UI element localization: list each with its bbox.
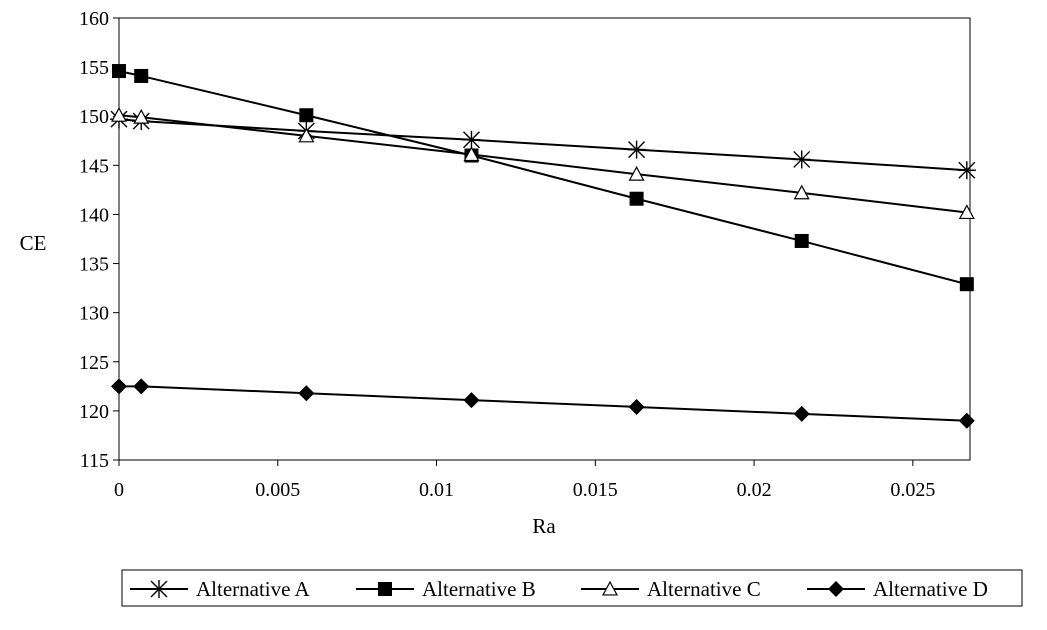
diamond-marker bbox=[111, 378, 127, 395]
diamond-marker bbox=[628, 398, 645, 415]
x-tick-label: 0.025 bbox=[890, 479, 935, 501]
y-tick-label: 130 bbox=[79, 303, 109, 325]
legend-item: Alternative D bbox=[807, 577, 988, 601]
legend: Alternative A Alternative B Alternative C A… bbox=[121, 569, 1023, 607]
square-marker bbox=[378, 582, 392, 596]
triangle-marker bbox=[463, 146, 480, 162]
y-tick-label: 135 bbox=[79, 254, 109, 276]
diamond-marker bbox=[463, 392, 480, 409]
x-tick-label: 0 bbox=[114, 479, 124, 501]
square-marker bbox=[794, 233, 809, 248]
triangle-marker bbox=[601, 580, 619, 596]
diamond-marker bbox=[828, 581, 844, 597]
legend-box bbox=[121, 569, 1023, 607]
series-alternative-c bbox=[110, 106, 975, 220]
legend-item: Alternative C bbox=[581, 577, 761, 601]
y-tick-label: 115 bbox=[80, 450, 109, 472]
square-marker bbox=[629, 191, 644, 206]
square-marker bbox=[134, 68, 149, 83]
asterisk-marker bbox=[792, 150, 811, 169]
diamond-marker bbox=[793, 405, 810, 422]
legend-label: Alternative A bbox=[196, 577, 311, 601]
triangle-marker bbox=[133, 108, 150, 124]
y-axis-label: CE bbox=[20, 231, 47, 255]
x-tick-label: 0.02 bbox=[737, 479, 772, 501]
triangle-marker bbox=[628, 165, 645, 181]
x-tick-label: 0.01 bbox=[419, 479, 454, 501]
triangle-marker bbox=[298, 127, 315, 143]
y-tick-label: 160 bbox=[79, 8, 109, 30]
x-tick-label: 0.015 bbox=[573, 479, 618, 501]
plot-frame bbox=[118, 17, 971, 461]
y-tick-label: 155 bbox=[79, 57, 109, 79]
asterisk-marker bbox=[957, 161, 976, 180]
square-marker bbox=[959, 277, 974, 292]
y-tick-label: 120 bbox=[79, 401, 109, 423]
asterisk-marker bbox=[462, 130, 481, 149]
x-axis: 0 0.005 0.01 0.015 0.02 0.025 bbox=[114, 460, 935, 501]
series-alternative-d bbox=[111, 378, 975, 429]
y-tick-label: 125 bbox=[79, 352, 109, 374]
legend-label: Alternative D bbox=[873, 577, 988, 601]
y-tick-label: 145 bbox=[79, 155, 109, 177]
legend-item: Alternative A bbox=[130, 577, 311, 601]
asterisk-marker bbox=[627, 140, 646, 159]
legend-item: Alternative B bbox=[356, 577, 536, 601]
triangle-marker bbox=[110, 106, 128, 122]
series-layer bbox=[110, 64, 976, 429]
asterisk-marker bbox=[150, 580, 168, 598]
diamond-marker bbox=[133, 378, 150, 395]
diamond-marker bbox=[298, 385, 315, 402]
triangle-marker bbox=[958, 204, 975, 220]
diamond-marker bbox=[958, 412, 975, 429]
square-marker bbox=[299, 108, 314, 123]
legend-label: Alternative C bbox=[647, 577, 761, 601]
triangle-marker bbox=[793, 184, 810, 200]
x-tick-label: 0.005 bbox=[255, 479, 300, 501]
y-tick-label: 140 bbox=[79, 204, 109, 226]
plot-area: 115 120 125 130 135 140 145 150 155 160 0 0.005 0.0… bbox=[79, 8, 976, 501]
y-tick-label: 150 bbox=[79, 106, 109, 128]
x-axis-label: Ra bbox=[532, 514, 556, 538]
y-axis: 115 120 125 130 135 140 145 150 155 160 bbox=[79, 8, 119, 472]
legend-label: Alternative B bbox=[422, 577, 536, 601]
square-marker bbox=[112, 64, 126, 79]
